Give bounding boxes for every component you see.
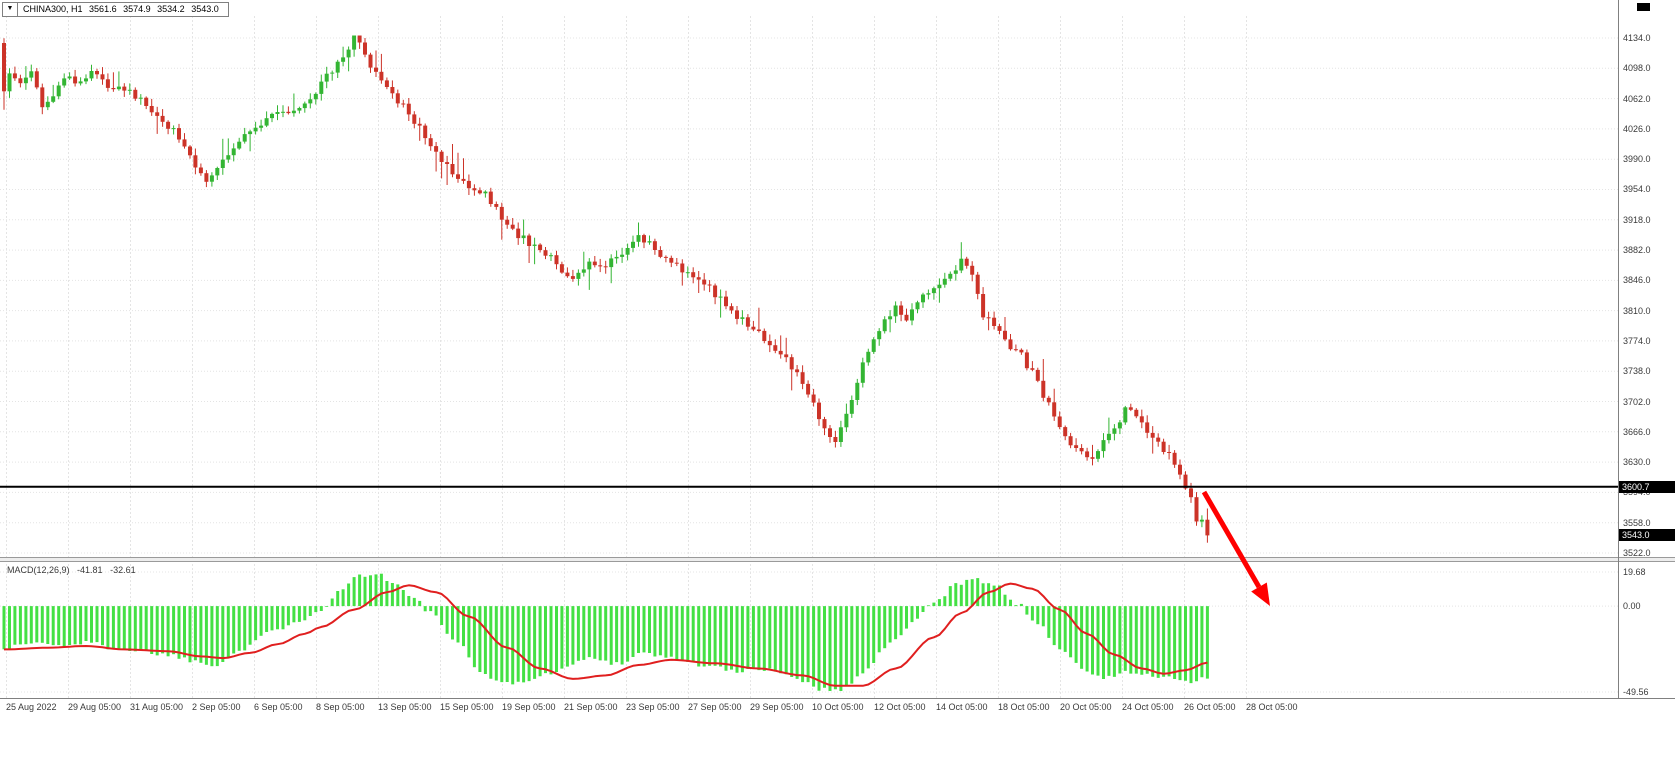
price-tick-label: 3774.0 [1623, 335, 1651, 346]
symbol-quote-label: CHINA300, H1 3561.6 3574.9 3534.2 3543.0 [18, 3, 228, 16]
time-tick-label: 2 Sep 05:00 [192, 702, 241, 712]
time-tick-label: 19 Sep 05:00 [502, 702, 556, 712]
price-tick-label: 3918.0 [1623, 214, 1651, 225]
time-tick-label: 10 Oct 05:00 [812, 702, 864, 712]
price-tick-label: 3738.0 [1623, 366, 1651, 377]
time-tick-label: 28 Oct 05:00 [1246, 702, 1298, 712]
time-tick-label: 26 Oct 05:00 [1184, 702, 1236, 712]
indicator-name: MACD(12,26,9) [7, 565, 70, 575]
time-tick-label: 18 Oct 05:00 [998, 702, 1050, 712]
price-tick-label: 3810.0 [1623, 305, 1651, 316]
trend-arrow [1201, 490, 1270, 606]
chevron-down-icon[interactable]: ▼ [3, 3, 18, 16]
time-tick-label: 13 Sep 05:00 [378, 702, 432, 712]
price-tick-label: 4098.0 [1623, 63, 1651, 74]
price-tick-label: 3846.0 [1623, 275, 1651, 286]
time-tick-label: 12 Oct 05:00 [874, 702, 926, 712]
price-tick-label: 4134.0 [1623, 33, 1651, 43]
time-tick-label: 15 Sep 05:00 [440, 702, 494, 712]
time-tick-label: 31 Aug 05:00 [130, 702, 184, 712]
indicator-tick-label: -49.56 [1623, 687, 1649, 697]
price-tick-label: 3702.0 [1623, 396, 1651, 407]
indicator-tick-label: 19.68 [1623, 567, 1646, 577]
indicator-histogram-value: -41.81 [77, 565, 103, 575]
price-tick-label: 3558.0 [1623, 517, 1651, 528]
price-tick-label: 4062.0 [1623, 93, 1651, 104]
price-tick-label: 3666.0 [1623, 426, 1651, 437]
horizontal-line-price-badge: 3600.7 [1619, 480, 1675, 493]
indicator-label: MACD(12,26,9) -41.81 -32.61 [7, 565, 141, 575]
price-tick-label: 3522.0 [1623, 548, 1651, 558]
chart-shift-marker[interactable] [1637, 3, 1650, 11]
price-tick-label: 3630.0 [1623, 457, 1651, 468]
quote-low: 3534.2 [157, 4, 185, 14]
price-tick-label: 3990.0 [1623, 154, 1651, 165]
quote-high: 3574.9 [123, 4, 151, 14]
time-tick-label: 23 Sep 05:00 [626, 702, 680, 712]
time-tick-label: 21 Sep 05:00 [564, 702, 618, 712]
time-tick-label: 29 Aug 05:00 [68, 702, 122, 712]
price-tick-label: 4026.0 [1623, 123, 1651, 134]
last-price-badge: 3543.0 [1619, 529, 1675, 542]
time-tick-label: 24 Oct 05:00 [1122, 702, 1174, 712]
time-tick-label: 8 Sep 05:00 [316, 702, 365, 712]
time-tick-label: 6 Sep 05:00 [254, 702, 303, 712]
time-tick-label: 14 Oct 05:00 [936, 702, 988, 712]
price-tick-label: 3882.0 [1623, 245, 1651, 256]
time-tick-label: 25 Aug 2022 [6, 702, 57, 712]
symbol-timeframe: CHINA300, H1 [23, 4, 83, 14]
price-tick-label: 3954.0 [1623, 184, 1651, 195]
indicator-tick-label: 0.00 [1623, 601, 1641, 612]
quote-open: 3561.6 [89, 4, 117, 14]
time-tick-label: 20 Oct 05:00 [1060, 702, 1112, 712]
time-tick-label: 29 Sep 05:00 [750, 702, 804, 712]
symbol-quote-box: ▼ CHINA300, H1 3561.6 3574.9 3534.2 3543… [2, 2, 229, 17]
quote-close: 3543.0 [191, 4, 219, 14]
indicator-signal-value: -32.61 [110, 565, 136, 575]
time-tick-label: 27 Sep 05:00 [688, 702, 742, 712]
